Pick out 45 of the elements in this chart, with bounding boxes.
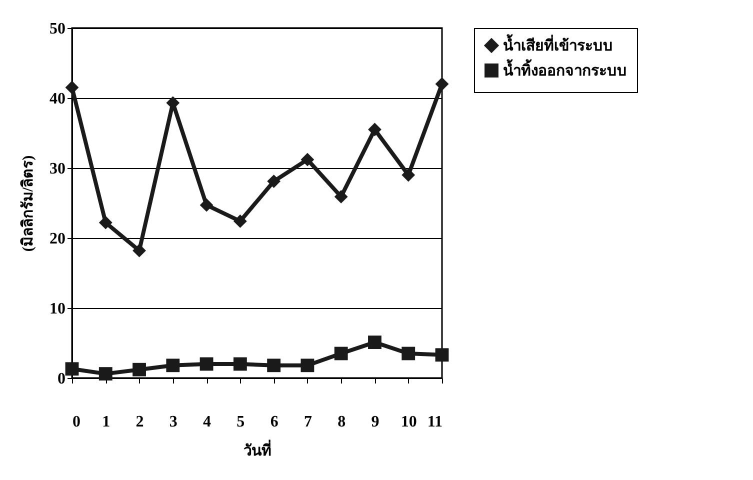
y-tick-label: 0 [58, 370, 66, 388]
legend-label: น้ำเสียที่เข้าระบบ [503, 34, 613, 54]
point [98, 216, 112, 230]
x-tick-label: 7 [304, 414, 312, 430]
point [132, 362, 146, 376]
point [368, 122, 382, 136]
x-tick-label: 1 [102, 414, 110, 430]
point [402, 168, 416, 182]
point [435, 77, 449, 91]
y-tick-label: 50 [50, 20, 66, 38]
point [200, 198, 214, 212]
point [267, 174, 281, 188]
x-tick-label: 9 [371, 414, 380, 430]
x-axis-title: วันที่ [244, 440, 272, 460]
legend-label: น้ำทิ้งออกจากระบบ [503, 58, 627, 80]
point [300, 358, 314, 372]
point [65, 80, 79, 94]
y-tick-label: 30 [50, 160, 66, 178]
x-tick-label: 8 [338, 414, 346, 430]
point [402, 346, 416, 360]
y-axis-title: (มิลลิกรัม/ลิตร) [18, 155, 36, 252]
point [98, 367, 112, 381]
point [435, 348, 449, 362]
point [300, 152, 314, 166]
point [166, 358, 180, 372]
point [233, 357, 247, 371]
x-tick-label: 10 [400, 414, 417, 430]
point [267, 358, 281, 372]
y-tick-label: 20 [50, 230, 66, 248]
x-tick-label: 11 [427, 414, 442, 430]
x-tick-label: 0 [72, 414, 80, 430]
x-tick-label: 5 [236, 414, 245, 430]
point [200, 357, 214, 371]
point [132, 244, 146, 258]
point [233, 214, 247, 228]
point [65, 362, 79, 376]
point [368, 336, 382, 350]
y-tick-label: 10 [50, 300, 66, 318]
point [334, 346, 348, 360]
x-tick-label: 2 [136, 414, 144, 430]
point [334, 190, 348, 204]
x-tick-label: 6 [270, 414, 278, 430]
x-tick-label: 4 [203, 414, 212, 430]
y-tick-label: 40 [50, 90, 66, 108]
x-tick-label: 3 [169, 414, 178, 430]
